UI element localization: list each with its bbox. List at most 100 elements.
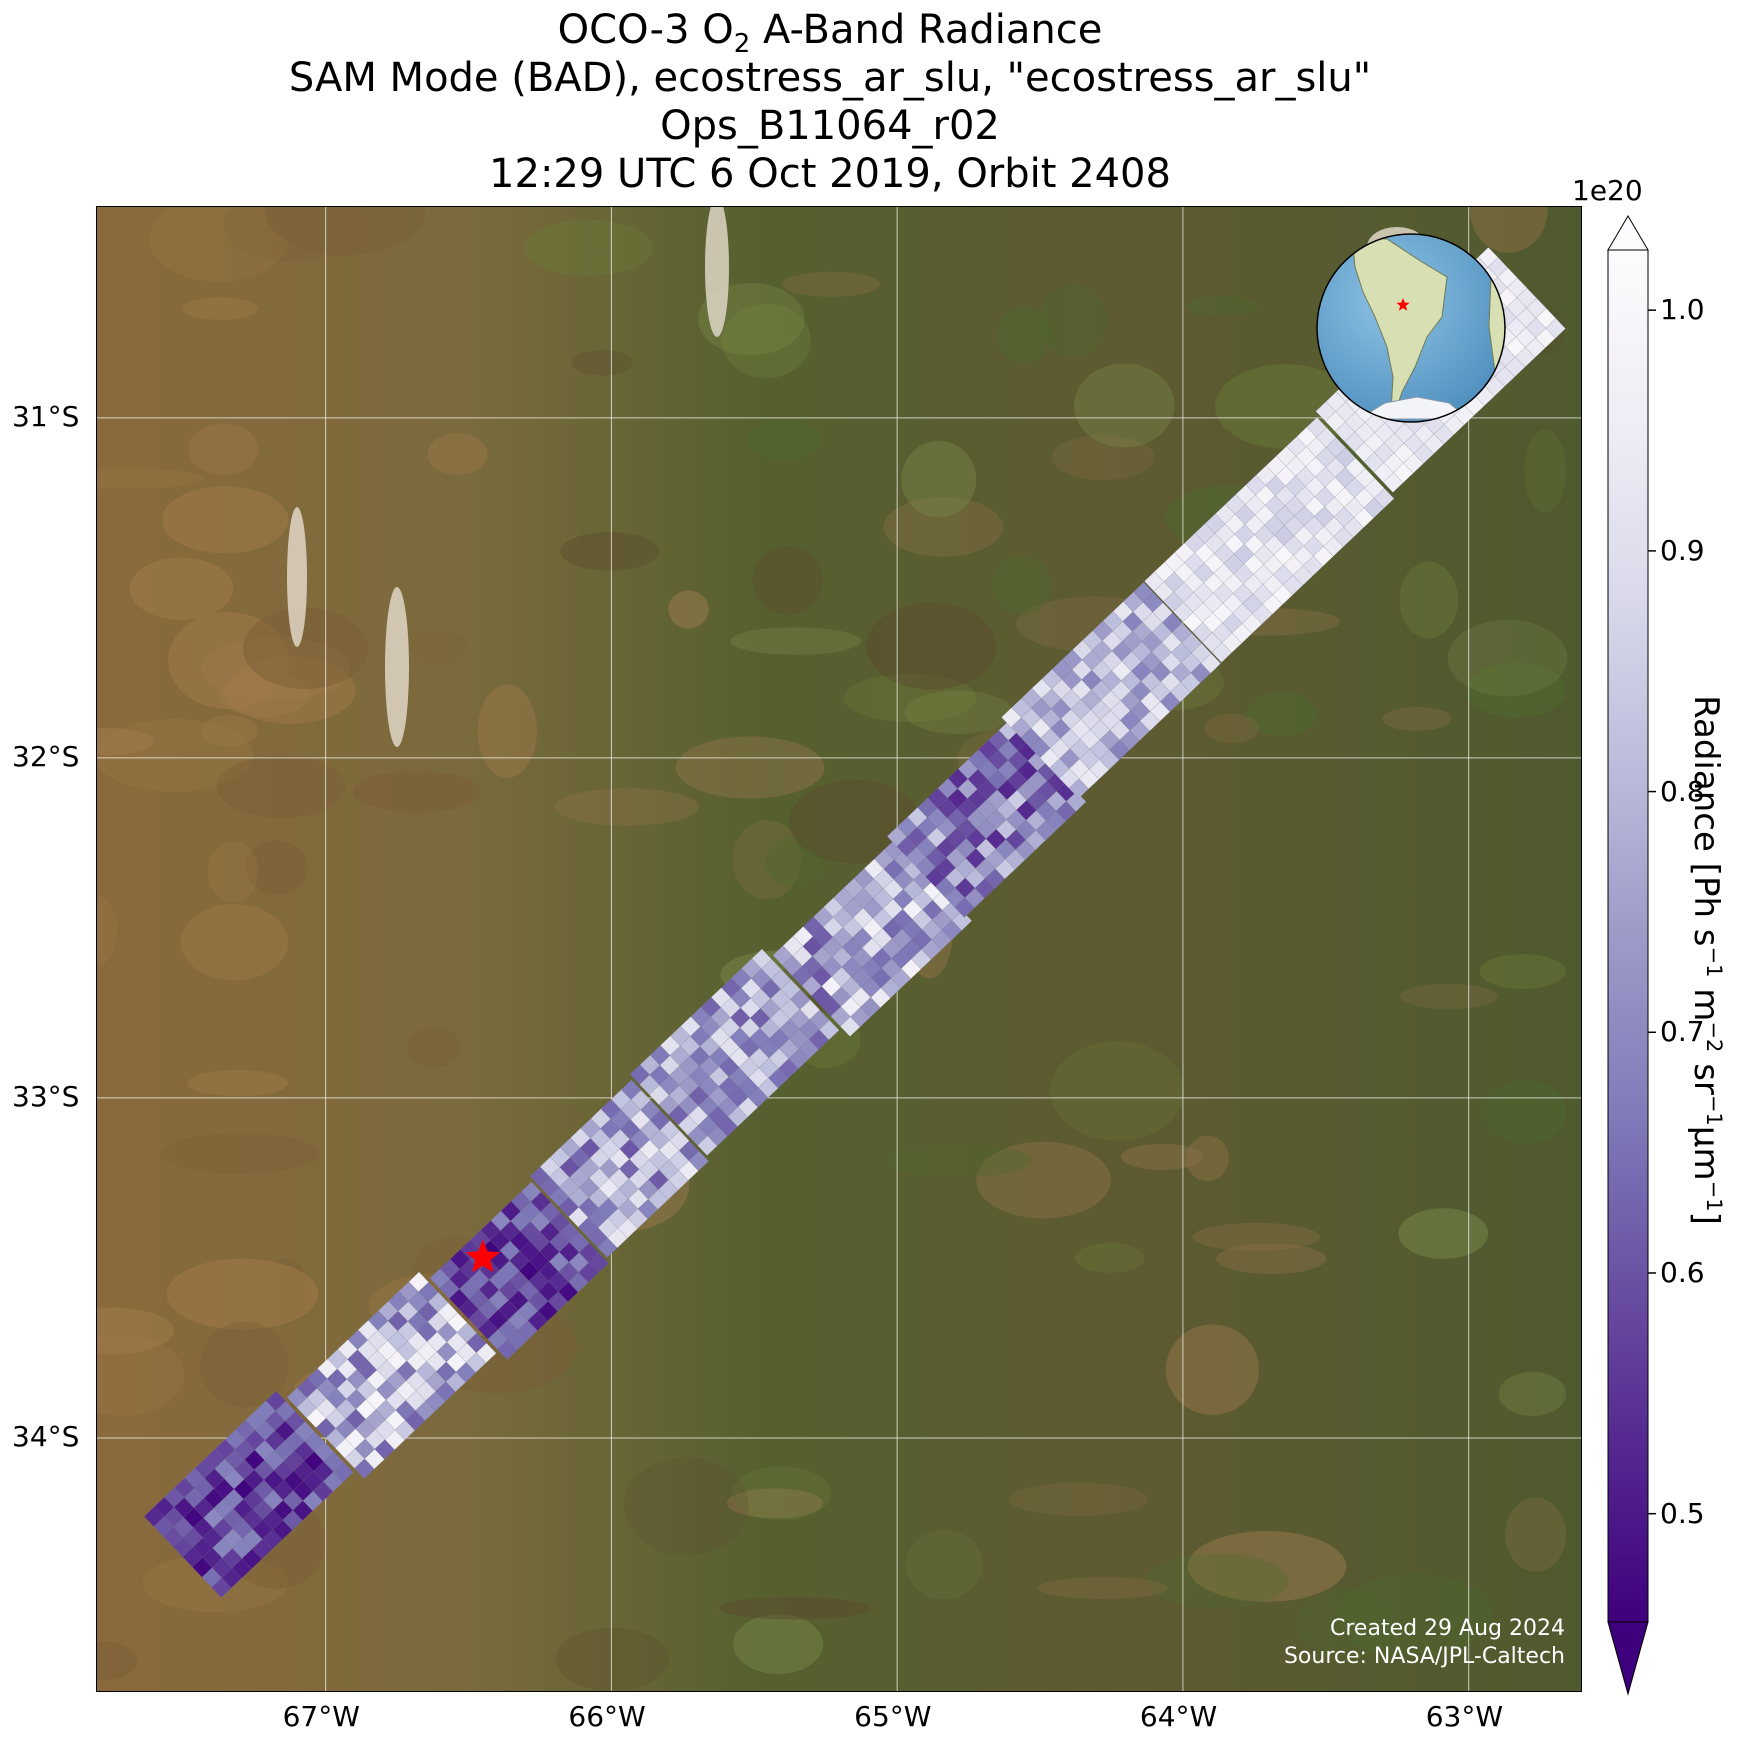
latitude-tick-label: 31°S (12, 399, 80, 433)
colorbar-gradient (1607, 249, 1649, 1623)
longitude-tick-label: 66°W (568, 1700, 646, 1733)
terrain-patch (1382, 706, 1452, 731)
terrain-patch (1398, 1208, 1489, 1259)
terrain-patch (242, 607, 368, 690)
longitude-tick-label: 65°W (854, 1700, 932, 1733)
terrain-patch (746, 420, 824, 460)
terrain-patch (1246, 691, 1317, 737)
terrain-patch (97, 467, 204, 490)
terrain-patch (97, 1334, 184, 1416)
map-canvas (97, 207, 1581, 1691)
longitude-tick-label: 64°W (1139, 1700, 1218, 1733)
salt-flat (287, 507, 307, 647)
colorbar-tick-label: 0.6 (1660, 1255, 1705, 1289)
terrain-patch (624, 1457, 749, 1556)
colorbar-tick-label: 0.5 (1660, 1496, 1705, 1530)
terrain-patch (1187, 1531, 1347, 1602)
terrain-patch (1466, 662, 1567, 718)
terrain-patch (97, 1641, 138, 1681)
colorbar-tick-label: 0.9 (1660, 533, 1705, 567)
terrain-patch (223, 207, 368, 263)
terrain-patch (1039, 283, 1109, 358)
title-suffix: A-Band Radiance (750, 7, 1103, 53)
terrain-patch (1498, 1371, 1567, 1416)
terrain-patch (352, 771, 481, 813)
terrain-patch (866, 602, 997, 690)
terrain-patch (1075, 1243, 1145, 1273)
terrain-patch (1186, 1135, 1229, 1182)
terrain-patch (182, 297, 259, 320)
radiance-footprint (1545, 318, 1566, 339)
terrain-patch (976, 1141, 1111, 1219)
colorbar-extend-max (1607, 215, 1649, 251)
colorbar-tick-label: 0.7 (1660, 1015, 1705, 1049)
terrain-patch (1074, 363, 1175, 448)
terrain-patch (411, 630, 468, 664)
terrain-patch (1469, 207, 1548, 253)
terrain-patch (1165, 1324, 1259, 1415)
latitude-tick-label: 33°S (12, 1079, 80, 1113)
terrain-patch (1447, 619, 1568, 697)
radiance-footprint (688, 1150, 709, 1172)
terrain-patch (1145, 1553, 1289, 1609)
terrain-patch (731, 1466, 831, 1521)
terrain-patch (160, 1132, 319, 1174)
terrain-patch (1008, 1482, 1148, 1516)
terrain-patch (1400, 983, 1499, 1010)
salt-flat (385, 587, 409, 747)
colorbar-multiplier: 1e20 (1572, 174, 1643, 207)
chart-title-line-3: Ops_B11064_r02 (660, 103, 1000, 149)
terrain-patch (129, 557, 234, 620)
terrain-patch (1295, 1589, 1396, 1660)
radiance-footprint (1200, 653, 1222, 674)
terrain-patch (1185, 296, 1260, 317)
terrain-patch (477, 684, 537, 778)
chart-title-line-1: OCO-3 O2 A-Band Radiance (0, 6, 1660, 68)
radiance-footprint (818, 1019, 840, 1041)
latitude-tick-label: 34°S (12, 1419, 80, 1453)
terrain-patch (554, 788, 700, 826)
radiance-footprint (1065, 791, 1087, 812)
terrain-patch (882, 1144, 1033, 1178)
colorbar-label-um: μm (1685, 1125, 1726, 1181)
colorbar-label-exp-2: −2 (1702, 1021, 1727, 1053)
terrain-patch (1204, 713, 1260, 744)
terrain-patch (97, 1307, 174, 1355)
terrain-patch (219, 672, 310, 718)
terrain-patch (1399, 561, 1459, 639)
terrain-patch (1485, 1080, 1567, 1145)
colorbar-label-exp-1: −1 (1702, 946, 1727, 978)
terrain-patch (1216, 1243, 1327, 1275)
terrain-patch (406, 1027, 461, 1068)
latitude-tick-label: 32°S (12, 739, 80, 773)
terrain-patch (245, 840, 308, 894)
terrain-patch (1505, 1497, 1567, 1572)
terrain-patch (187, 1069, 289, 1097)
terrain-patch (200, 1321, 289, 1408)
longitude-tick-label: 67°W (282, 1700, 360, 1733)
terrain-patch (180, 904, 289, 981)
terrain-patch (166, 1258, 319, 1330)
colorbar-label-main: Radiance [Ph s (1685, 695, 1726, 947)
terrain-patch (997, 306, 1051, 365)
radiance-footprint (588, 1252, 609, 1274)
terrain-patch (991, 555, 1053, 615)
map-panel: Created 29 Aug 2024 Source: NASA/JPL-Cal… (96, 206, 1582, 1692)
terrain-patch (1051, 434, 1155, 481)
terrain-patch (781, 271, 881, 297)
radiance-footprint (951, 910, 973, 931)
globe-outline (1316, 233, 1506, 423)
terrain-patch (788, 779, 921, 864)
title-subscript: 2 (733, 29, 751, 59)
created-date: Created 29 Aug 2024 (1330, 1616, 1565, 1641)
terrain-patch (523, 219, 653, 277)
terrain-patch (571, 349, 633, 376)
terrain-patch (752, 545, 824, 616)
globe-target-star (1396, 298, 1410, 311)
target-star-marker (465, 1239, 500, 1273)
terrain-patch (843, 673, 977, 723)
terrain-patch (905, 1530, 983, 1600)
chart-title-line-4: 12:29 UTC 6 Oct 2019, Orbit 2408 (489, 151, 1171, 197)
source-credit: Source: NASA/JPL-Caltech (1283, 1644, 1565, 1669)
terrain-patch (726, 1488, 824, 1519)
